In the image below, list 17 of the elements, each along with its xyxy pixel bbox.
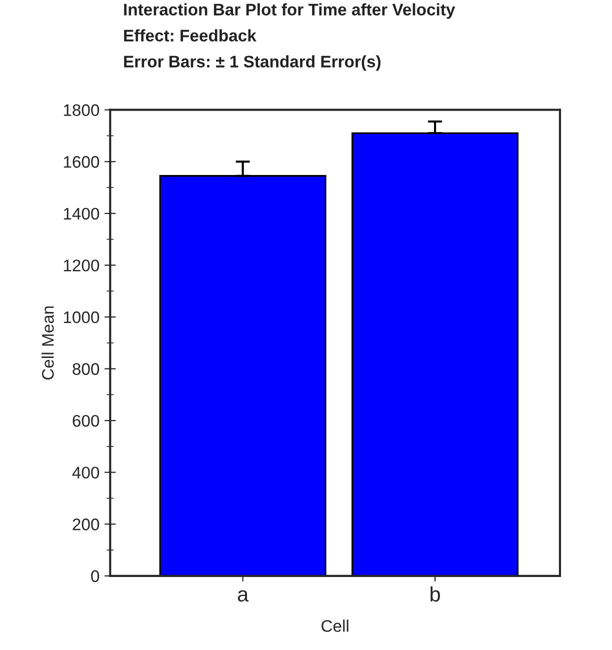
y-tick-label: 1400 <box>64 208 100 220</box>
y-tick-label: 1000 <box>64 311 100 324</box>
x-tick-label: a <box>238 590 249 602</box>
y-tick-label: 1800 <box>64 104 100 116</box>
y-tick-label: 600 <box>72 414 100 427</box>
y-tick-label: 1600 <box>64 156 100 168</box>
chart-title: Interaction Bar Plot for Time after Velocity <box>124 3 456 19</box>
chart-subtitle: Effect: Feedback <box>124 29 256 42</box>
y-axis-title: Cell Mean <box>42 306 54 380</box>
x-axis-title: Cell <box>322 620 348 632</box>
text: Error Bars: ± 1 Standard Error(s) <box>124 55 380 71</box>
x-tick-label: b <box>430 586 440 602</box>
y-tick-label: 400 <box>72 466 100 479</box>
y-tick-label: 1200 <box>64 260 100 272</box>
y-tick-label: 800 <box>72 363 100 375</box>
y-tick-label: 200 <box>72 518 100 530</box>
y-tick-label: 0 <box>91 570 100 582</box>
